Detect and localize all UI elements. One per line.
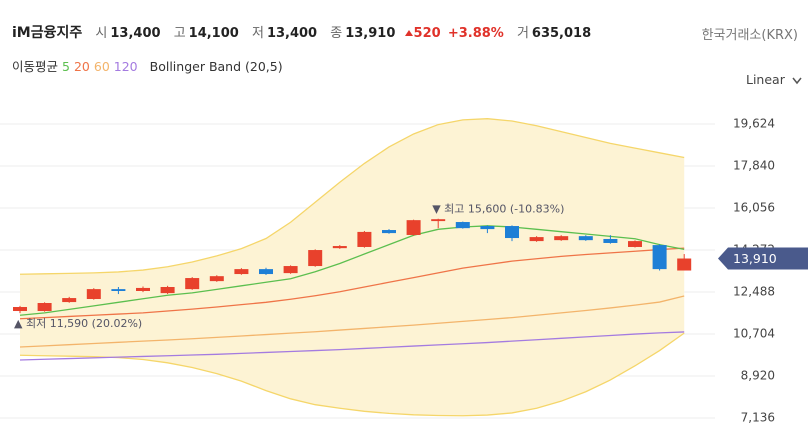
y-tick-label: 12,488 <box>733 284 775 298</box>
legend-entry: 20 <box>73 59 90 74</box>
band-lower <box>19 332 685 417</box>
ma-line <box>19 247 685 320</box>
label: 저 <box>251 26 264 41</box>
legend-title: 이동평균 <box>12 59 59 74</box>
value: 13,400 <box>266 26 318 41</box>
candle-body <box>628 241 642 247</box>
change: 520 <box>413 26 441 41</box>
stock-name: iM금융지주 <box>12 25 83 41</box>
candle-body <box>62 298 77 303</box>
up-arrow <box>404 30 413 36</box>
value: 14,100 <box>188 26 239 41</box>
band-upper <box>19 118 685 275</box>
candle-body <box>37 303 52 312</box>
price-badge-label: 13,910 <box>733 251 777 266</box>
candle-body <box>259 269 273 275</box>
legend: 이동평균 5 20 60 120 Bollinger Band (20,5) <box>12 56 287 75</box>
y-tick-label: 19,624 <box>733 117 775 131</box>
candle-body <box>529 237 544 242</box>
candle-body <box>209 276 224 282</box>
candle-body <box>86 289 101 300</box>
ma-line <box>19 331 685 361</box>
annotation: ▲ 최저 11,590 (20.02%) <box>14 317 142 330</box>
y-tick-label: 8,920 <box>741 368 775 382</box>
candle-body <box>652 245 667 270</box>
y-tick-label: 10,704 <box>733 326 775 340</box>
change-pct: +3.88% <box>447 26 504 41</box>
y-tick-label: 17,840 <box>733 158 775 172</box>
legend-entry: Bollinger Band (20,5) <box>149 59 283 74</box>
candle-body <box>677 258 692 271</box>
label: 고 <box>173 26 186 41</box>
candle-body <box>185 278 200 290</box>
candle-body <box>13 307 27 312</box>
candle-body <box>357 231 372 247</box>
candle-body <box>603 238 618 243</box>
legend-entry: 5 <box>62 59 70 74</box>
candle-body <box>308 250 323 267</box>
candle-body <box>382 230 396 234</box>
candle-body <box>332 246 347 249</box>
y-tick-label: 16,056 <box>733 200 775 214</box>
label: 시 <box>95 26 108 41</box>
band-fill <box>20 118 685 416</box>
candle-body <box>554 236 569 241</box>
value: 635,018 <box>531 26 592 41</box>
candle-body <box>136 287 150 292</box>
candle-body <box>578 236 593 241</box>
chevron <box>792 77 802 85</box>
scale-menu[interactable]: Linear <box>746 72 802 87</box>
ma-line <box>19 295 685 348</box>
candle-body <box>406 220 421 235</box>
candle-body <box>455 222 470 229</box>
candle-body <box>480 226 495 230</box>
candle-body <box>160 286 175 294</box>
scale-label: Linear <box>746 72 785 87</box>
annotation: ▼ 최고 15,600 (-10.83%) <box>432 203 564 216</box>
value: 13,400 <box>110 26 161 41</box>
header: iM금융지주 시 13,400 고 14,100 저 13,400 종 13,910 5… <box>12 22 594 42</box>
label: 거 <box>516 26 529 41</box>
exchange: 한국거래소(KRX) <box>701 28 798 43</box>
ma-line <box>19 225 685 316</box>
candle-body <box>431 219 446 222</box>
value: 13,910 <box>345 26 396 41</box>
candle-body <box>111 289 126 292</box>
candle-body <box>505 226 519 239</box>
legend-entry: 120 <box>113 59 138 74</box>
label: 종 <box>330 26 343 41</box>
candle-body <box>283 266 298 274</box>
candle-body <box>234 269 249 275</box>
legend-entry: 60 <box>93 59 110 74</box>
y-tick-label: 7,136 <box>741 410 775 424</box>
price-badge <box>718 247 808 270</box>
